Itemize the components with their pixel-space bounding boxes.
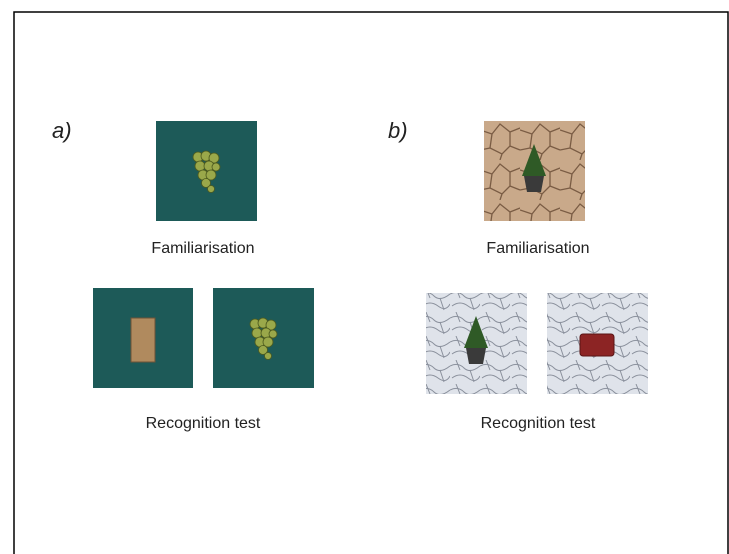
- caption: Familiarisation: [151, 240, 254, 257]
- caption: Recognition test: [146, 415, 261, 432]
- stimulus: [426, 293, 527, 394]
- caption: Familiarisation: [486, 240, 589, 257]
- panel-label: b): [388, 118, 408, 143]
- panel-label: a): [52, 118, 72, 143]
- stimulus: [547, 293, 648, 394]
- stimulus: [213, 288, 314, 388]
- frame: [13, 11, 729, 554]
- stimulus: [93, 288, 193, 388]
- caption: Recognition test: [481, 415, 596, 432]
- stimulus: [484, 121, 585, 221]
- stimulus: [156, 121, 257, 221]
